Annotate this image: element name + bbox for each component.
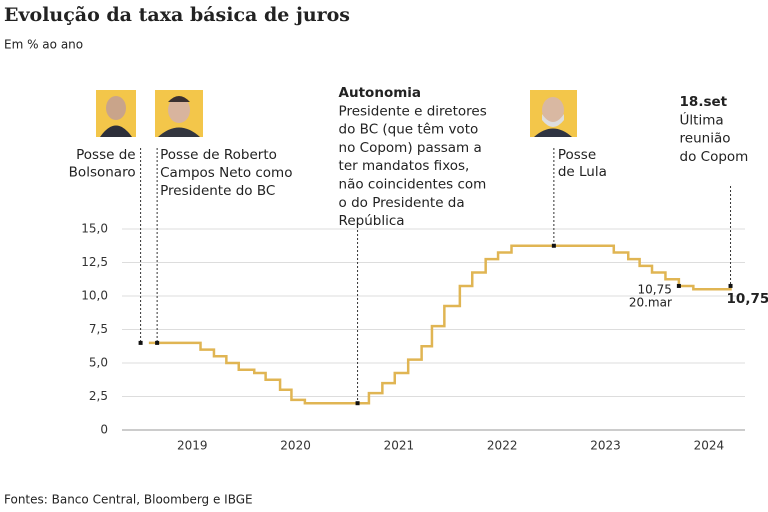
annotation-text: de Lula [558, 164, 607, 180]
photo-campos-neto [155, 90, 203, 137]
x-tick-label: 2021 [384, 439, 415, 453]
annotation-text: Posse de [76, 147, 135, 163]
x-tick-label: 2023 [590, 439, 621, 453]
x-tick-label: 2019 [177, 439, 208, 453]
annotation-text: Presidente do BC [160, 183, 275, 199]
photo-lula [530, 90, 577, 137]
annotation-dot [155, 340, 160, 345]
annotation-text: do Copom [680, 149, 749, 165]
annotation-dot [551, 243, 556, 248]
x-tick-label: 2020 [280, 439, 311, 453]
annotation-text: Campos Neto como [160, 165, 292, 181]
chart-title: Evolução da taxa básica de juros [4, 4, 350, 26]
annotation-text: ter mandatos fixos, [339, 158, 470, 174]
annotation-title: Autonomia [339, 85, 421, 101]
annotation-text: 20.mar [629, 296, 672, 310]
y-tick-label: 12,5 [81, 255, 108, 269]
annotation-text: Posse de Roberto [160, 147, 277, 163]
annotation-dot [728, 283, 733, 288]
annotation-text: no Copom) passam a [339, 140, 482, 156]
annotation-text: República [339, 213, 405, 229]
photo-bolsonaro [96, 90, 136, 137]
step-line [148, 244, 732, 405]
annotation-dot [355, 401, 360, 406]
y-tick-label: 2,5 [89, 389, 108, 403]
annotation-text: Última [680, 110, 724, 128]
annotation-dot [676, 283, 681, 288]
y-tick-label: 0 [100, 423, 108, 437]
annotation-text: não coincidentes com [339, 177, 487, 193]
y-tick-label: 15,0 [81, 222, 108, 236]
annotation-text: do BC (que têm voto [339, 122, 479, 138]
value-label: 10,75 [727, 291, 768, 307]
y-tick-label: 5,0 [89, 356, 108, 370]
subtitle: Em % ao ano [4, 38, 83, 52]
annotation-text: Posse [558, 147, 596, 163]
annotation-text: reunião [680, 131, 731, 147]
annotation-text: Bolsonaro [69, 165, 136, 181]
annotation-dot [138, 340, 143, 345]
annotation-text: 10,75 [638, 283, 672, 297]
x-tick-label: 2022 [487, 439, 518, 453]
y-tick-label: 7,5 [89, 322, 108, 336]
x-tick-label: 2024 [694, 439, 725, 453]
annotation-text: o do Presidente da [339, 195, 465, 211]
annotation-text: Presidente e diretores [339, 103, 487, 119]
y-tick-label: 10,0 [81, 289, 108, 303]
annotation-title: 18.set [680, 94, 728, 110]
source: Fontes: Banco Central, Bloomberg e IBGE [4, 493, 253, 507]
